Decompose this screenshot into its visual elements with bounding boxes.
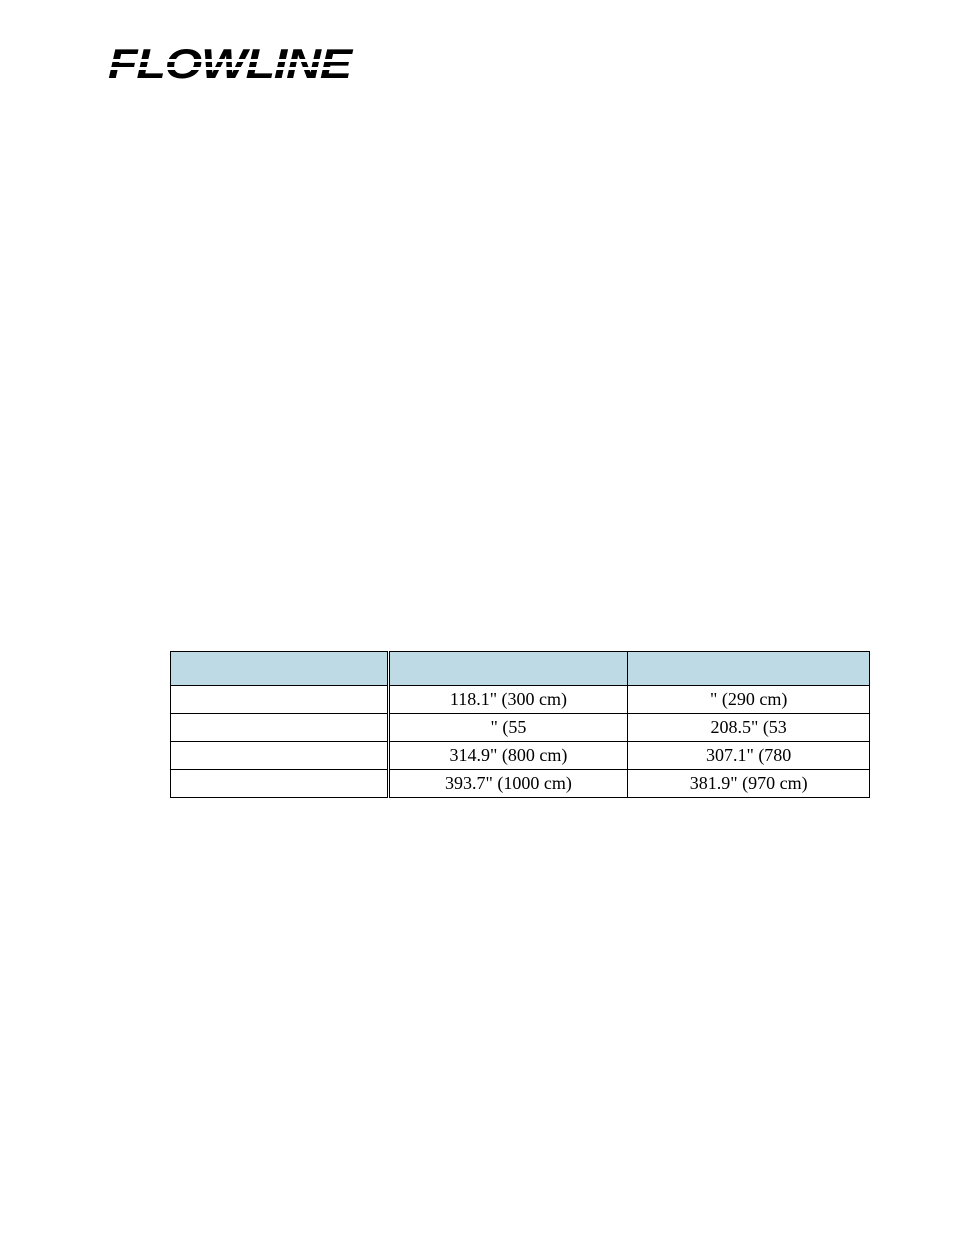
brand-logo: FLOWLINE (108, 45, 954, 83)
table-cell: 118.1" (300 cm) (388, 685, 628, 713)
table-cell (171, 741, 389, 769)
table-header-cell (628, 651, 870, 685)
table-header-cell (171, 651, 389, 685)
table-cell: " (290 cm) (628, 685, 870, 713)
logo-text: FLOWLINE (108, 45, 351, 83)
spec-table-container: 118.1" (300 cm) " (290 cm) " (55 208.5" … (170, 651, 870, 798)
table-cell: 307.1" (780 (628, 741, 870, 769)
table-cell: 208.5" (53 (628, 713, 870, 741)
table-row: 393.7" (1000 cm) 381.9" (970 cm) (171, 769, 870, 797)
table-cell (171, 769, 389, 797)
table-header-row (171, 651, 870, 685)
table-cell: " (55 (388, 713, 628, 741)
table-cell (171, 713, 389, 741)
table-cell (171, 685, 389, 713)
table-row: 314.9" (800 cm) 307.1" (780 (171, 741, 870, 769)
table-cell: 393.7" (1000 cm) (388, 769, 628, 797)
spec-table: 118.1" (300 cm) " (290 cm) " (55 208.5" … (170, 651, 870, 798)
table-row: " (55 208.5" (53 (171, 713, 870, 741)
table-row: 118.1" (300 cm) " (290 cm) (171, 685, 870, 713)
table-cell: 381.9" (970 cm) (628, 769, 870, 797)
table-cell: 314.9" (800 cm) (388, 741, 628, 769)
table-header-cell (388, 651, 628, 685)
